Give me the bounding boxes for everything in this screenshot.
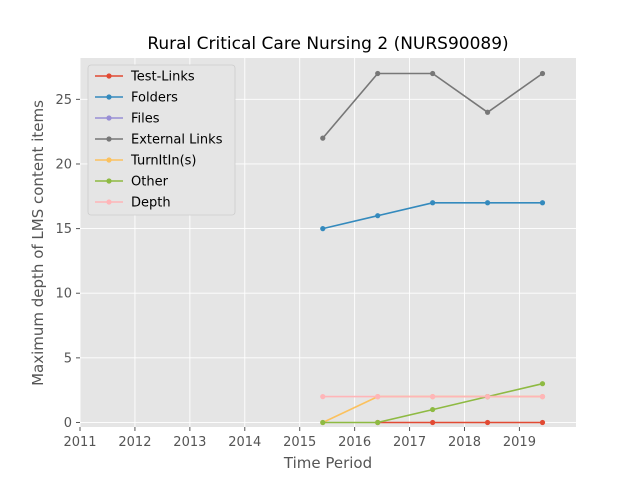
legend-swatch-marker	[106, 178, 112, 184]
data-point-folders	[320, 226, 326, 232]
data-point-depth	[320, 394, 326, 400]
y-tick-label: 0	[64, 416, 72, 431]
y-tick-label: 25	[55, 93, 72, 108]
series-folders	[320, 200, 546, 232]
data-point-external-links	[375, 70, 381, 77]
data-point-folders	[539, 200, 546, 206]
data-point-depth	[539, 394, 546, 400]
series-layer	[320, 70, 546, 426]
data-point-external-links	[539, 70, 546, 77]
y-tick-label: 15	[55, 222, 72, 237]
series-external-links	[320, 70, 546, 141]
data-point-depth	[375, 394, 381, 400]
x-tick-label: 2019	[503, 435, 536, 450]
x-tick-label: 2017	[393, 435, 426, 450]
series-depth	[320, 394, 546, 400]
legend-label: Files	[131, 112, 160, 127]
legend-swatch-marker	[106, 157, 112, 163]
x-tick-label: 2014	[228, 435, 261, 450]
x-axis-label: Time Period	[283, 454, 372, 472]
data-point-folders	[484, 200, 491, 206]
data-point-external-links	[320, 135, 326, 141]
x-tick-label: 2015	[283, 435, 316, 450]
data-point-other	[539, 381, 546, 387]
legend-label: Folders	[131, 91, 178, 106]
legend-swatch-marker	[106, 115, 112, 121]
data-point-folders	[430, 200, 436, 206]
data-point-test-links	[484, 419, 491, 426]
legend-label: Test-Links	[130, 70, 195, 85]
data-point-depth	[484, 394, 491, 400]
chart-title: Rural Critical Care Nursing 2 (NURS90089…	[147, 34, 508, 54]
legend-swatch-marker	[106, 73, 112, 79]
legend-item-depth: Depth	[95, 196, 171, 211]
legend-item-test-links: Test-Links	[95, 70, 195, 85]
legend-swatch-marker	[106, 94, 112, 100]
y-axis-label: Maximum depth of LMS content items	[29, 100, 47, 386]
x-tick-label: 2013	[173, 435, 206, 450]
legend-label: External Links	[131, 133, 223, 148]
legend-swatch-marker	[106, 136, 112, 142]
y-tick-label: 5	[64, 351, 72, 366]
legend-item-turnitin-s: TurnItIn(s)	[95, 154, 196, 169]
data-point-other	[430, 406, 436, 413]
legend-item-folders: Folders	[95, 91, 178, 106]
legend-item-other: Other	[95, 175, 169, 190]
data-point-external-links	[484, 109, 491, 115]
legend-item-external-links: External Links	[95, 133, 223, 148]
data-point-depth	[430, 394, 436, 400]
legend-label: Other	[131, 175, 169, 190]
legend-label: Depth	[131, 196, 171, 211]
legend-item-files: Files	[95, 112, 160, 127]
data-point-other	[375, 419, 381, 426]
y-axis-ticks: 0 5 10 15 20 25	[55, 93, 80, 431]
x-tick-label: 2018	[448, 435, 481, 450]
data-point-folders	[375, 213, 381, 219]
data-point-other	[320, 419, 326, 426]
x-tick-label: 2016	[338, 435, 371, 450]
grid-lines	[79, 58, 576, 427]
x-axis-ticks: 2011 2012 2013 2014 2015 2016 2017 2018 2019	[63, 427, 536, 450]
legend-swatch-marker	[106, 199, 112, 205]
legend: Test-Links Folders Files External Links Turn…	[87, 64, 236, 216]
y-tick-label: 10	[55, 287, 72, 302]
data-point-test-links	[430, 419, 436, 426]
legend-label: TurnItIn(s)	[130, 154, 196, 169]
y-tick-label: 20	[55, 157, 72, 172]
x-tick-label: 2011	[63, 435, 96, 450]
x-tick-label: 2012	[118, 435, 151, 450]
legend-box	[87, 64, 236, 216]
data-point-test-links	[539, 419, 546, 426]
data-point-external-links	[430, 70, 436, 77]
